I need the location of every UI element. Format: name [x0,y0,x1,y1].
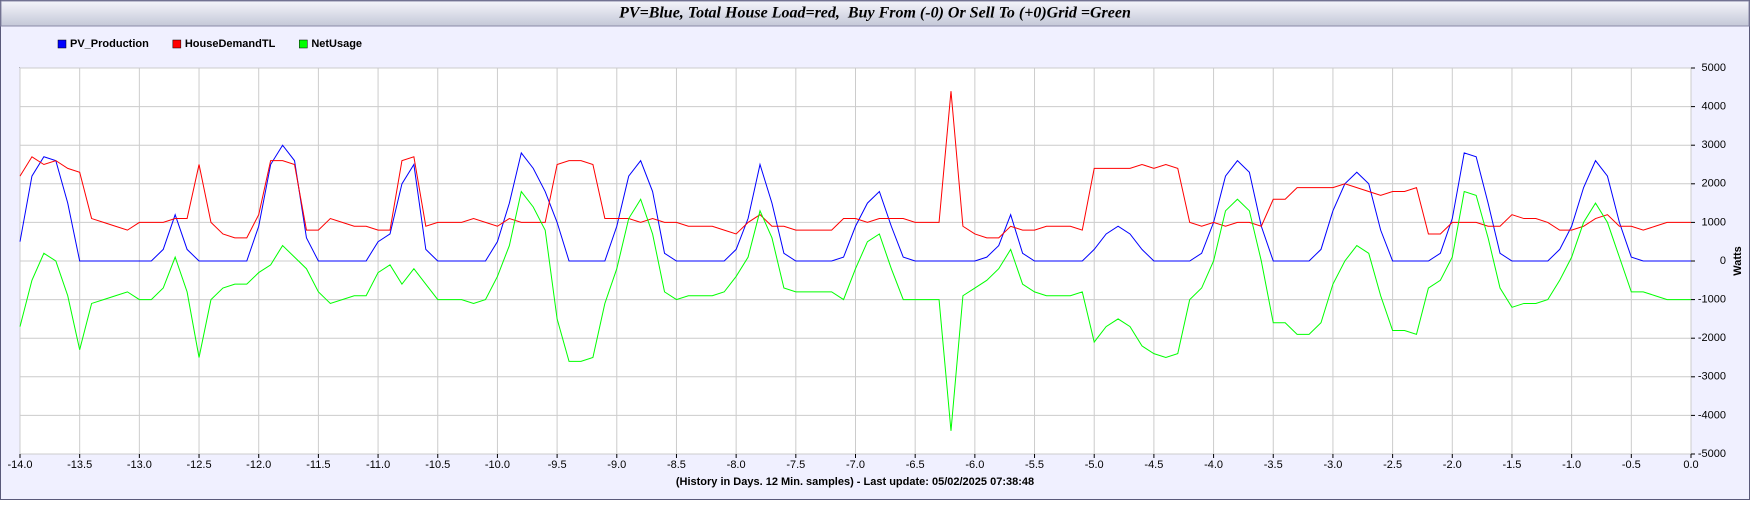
x-tick-label: -13.0 [127,459,152,471]
y-axis-label: Watts [1732,246,1744,276]
x-tick-label: -10.0 [485,459,510,471]
y-tick-label: -5000 [1698,448,1726,460]
chart-title: PV=Blue, Total House Load=red, Buy From … [618,5,1131,22]
y-tick-label: 2000 [1702,178,1726,190]
lines [19,91,1691,431]
y-tick-label: 4000 [1702,101,1726,113]
series-line [19,190,1691,431]
x-tick-label: -12.0 [246,459,271,471]
series-line [19,91,1691,239]
y-tick-label: -4000 [1698,409,1726,421]
x-tick-label: -13.5 [67,459,92,471]
x-tick-label: -8.0 [727,459,746,471]
x-tick-label: -7.0 [846,459,865,471]
x-tick-label: -6.5 [906,459,925,471]
title-bar [0,0,1750,27]
y-tick-label: 3000 [1702,139,1726,151]
x-tick-label: -14.0 [7,459,32,471]
x-tick-label: -6.0 [965,459,984,471]
x-tick-label: -11.0 [366,459,390,471]
x-tick-label: -5.0 [1085,459,1104,471]
legend-label: PV_Production [70,38,149,50]
x-tick-label: -4.5 [1144,459,1163,471]
x-tick-label: -4.0 [1204,459,1223,471]
x-tick-label: -9.5 [548,459,567,471]
x-tick-label: -2.5 [1383,459,1402,471]
x-tick-label: -3.5 [1264,459,1283,471]
x-tick-label: -12.5 [186,459,211,471]
x-tick-label: -0.5 [1622,459,1641,471]
axes: -14.0 -13.5 -13.0 -12.5 -12.0 -11.5 -11.0 -10.5… [7,62,1726,471]
y-tick-label: 5000 [1702,62,1726,74]
legend-swatch [57,39,67,49]
y-tick-label: -2000 [1698,332,1726,344]
y-tick-label: -3000 [1698,371,1726,383]
x-tick-label: -2.0 [1443,459,1462,471]
x-tick-label: -11.5 [306,459,330,471]
x-tick-label: -3.0 [1323,459,1342,471]
x-axis-label: (History in Days. 12 Min. samples) - Las… [676,476,1034,488]
x-tick-label: -1.5 [1502,459,1521,471]
x-tick-label: -5.5 [1025,459,1044,471]
y-tick-label: 0 [1720,255,1726,267]
x-tick-label: -10.5 [425,459,450,471]
legend-label: HouseDemandTL [185,38,276,50]
legend: PV_Production HouseDemandTL NetUsage [57,38,362,50]
x-tick-label: -8.5 [667,459,686,471]
x-tick-label: 0.0 [1683,459,1698,471]
x-tick-label: -9.0 [607,459,626,471]
legend-swatch [172,39,182,49]
legend-swatch [299,39,308,49]
legend-label: NetUsage [311,38,362,50]
x-tick-label: -1.0 [1562,459,1581,471]
y-tick-label: 1000 [1702,216,1726,228]
y-tick-label: -1000 [1698,294,1726,306]
x-tick-label: -7.5 [786,459,805,471]
